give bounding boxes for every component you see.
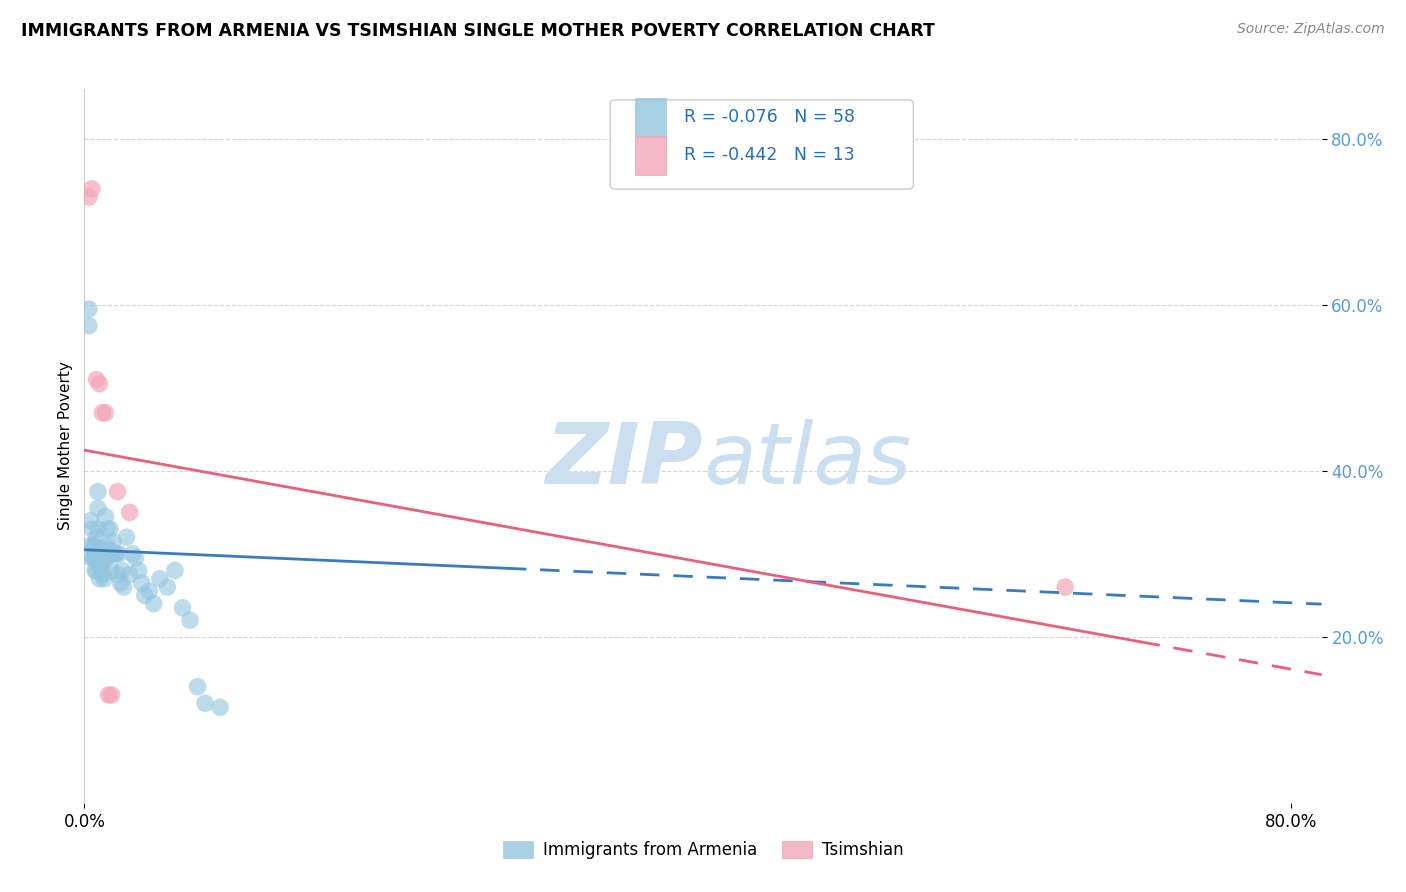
Point xyxy=(80,182,103,196)
FancyBboxPatch shape xyxy=(636,136,666,175)
Point xyxy=(94,406,117,420)
Point xyxy=(1054,580,1077,594)
Point xyxy=(100,564,122,578)
Point xyxy=(96,539,118,553)
Point xyxy=(86,564,108,578)
Point xyxy=(91,406,114,420)
Point xyxy=(91,551,114,566)
Point xyxy=(84,564,107,578)
Point xyxy=(172,600,194,615)
Text: IMMIGRANTS FROM ARMENIA VS TSIMSHIAN SINGLE MOTHER POVERTY CORRELATION CHART: IMMIGRANTS FROM ARMENIA VS TSIMSHIAN SIN… xyxy=(21,22,935,40)
Point xyxy=(118,567,141,582)
Point xyxy=(77,302,100,317)
Point xyxy=(77,190,100,204)
Text: R = -0.442   N = 13: R = -0.442 N = 13 xyxy=(685,146,855,164)
Point xyxy=(163,564,186,578)
Point xyxy=(93,555,115,569)
Point xyxy=(124,551,146,566)
Point xyxy=(86,530,108,544)
Point xyxy=(107,484,129,499)
Point xyxy=(107,567,129,582)
Point xyxy=(94,509,117,524)
Point xyxy=(86,373,108,387)
Point xyxy=(79,539,101,553)
Point xyxy=(100,688,122,702)
Point xyxy=(79,514,101,528)
Point xyxy=(149,572,172,586)
Point xyxy=(138,584,160,599)
Text: atlas: atlas xyxy=(703,418,911,502)
Point xyxy=(194,696,217,710)
Point xyxy=(90,559,112,574)
Point xyxy=(84,551,107,566)
Point xyxy=(103,547,125,561)
Point xyxy=(87,501,110,516)
Point xyxy=(186,680,208,694)
Point xyxy=(100,547,122,561)
Point xyxy=(90,542,112,557)
Point xyxy=(93,572,115,586)
Point xyxy=(110,575,132,590)
FancyBboxPatch shape xyxy=(636,98,666,137)
Point xyxy=(101,534,124,549)
Point xyxy=(115,530,138,544)
Point xyxy=(108,547,131,561)
Point xyxy=(87,522,110,536)
Text: Source: ZipAtlas.com: Source: ZipAtlas.com xyxy=(1237,22,1385,37)
Point xyxy=(89,547,111,561)
Point xyxy=(84,539,107,553)
Point xyxy=(121,547,143,561)
Text: ZIP: ZIP xyxy=(546,418,703,502)
Point xyxy=(112,580,135,594)
Point xyxy=(82,539,104,553)
Point xyxy=(96,522,118,536)
Y-axis label: Single Mother Poverty: Single Mother Poverty xyxy=(58,361,73,531)
Point xyxy=(209,700,232,714)
Point xyxy=(87,484,110,499)
Point xyxy=(118,505,141,519)
Point xyxy=(111,564,134,578)
Point xyxy=(105,547,128,561)
FancyBboxPatch shape xyxy=(610,100,914,189)
Point xyxy=(134,588,156,602)
Point xyxy=(80,522,103,536)
Point xyxy=(97,542,120,557)
Point xyxy=(89,376,111,391)
Point xyxy=(97,688,120,702)
Point xyxy=(156,580,179,594)
Point xyxy=(89,572,111,586)
Point xyxy=(131,575,153,590)
Point xyxy=(179,613,201,627)
Point xyxy=(98,522,121,536)
Point xyxy=(91,567,114,582)
Point xyxy=(82,551,104,566)
Point xyxy=(86,547,108,561)
Point xyxy=(142,597,165,611)
Legend: Immigrants from Armenia, Tsimshian: Immigrants from Armenia, Tsimshian xyxy=(496,834,910,866)
Point xyxy=(77,318,100,333)
Point xyxy=(80,551,103,566)
Point xyxy=(128,564,150,578)
Text: R = -0.076   N = 58: R = -0.076 N = 58 xyxy=(685,109,855,127)
Point xyxy=(89,559,111,574)
